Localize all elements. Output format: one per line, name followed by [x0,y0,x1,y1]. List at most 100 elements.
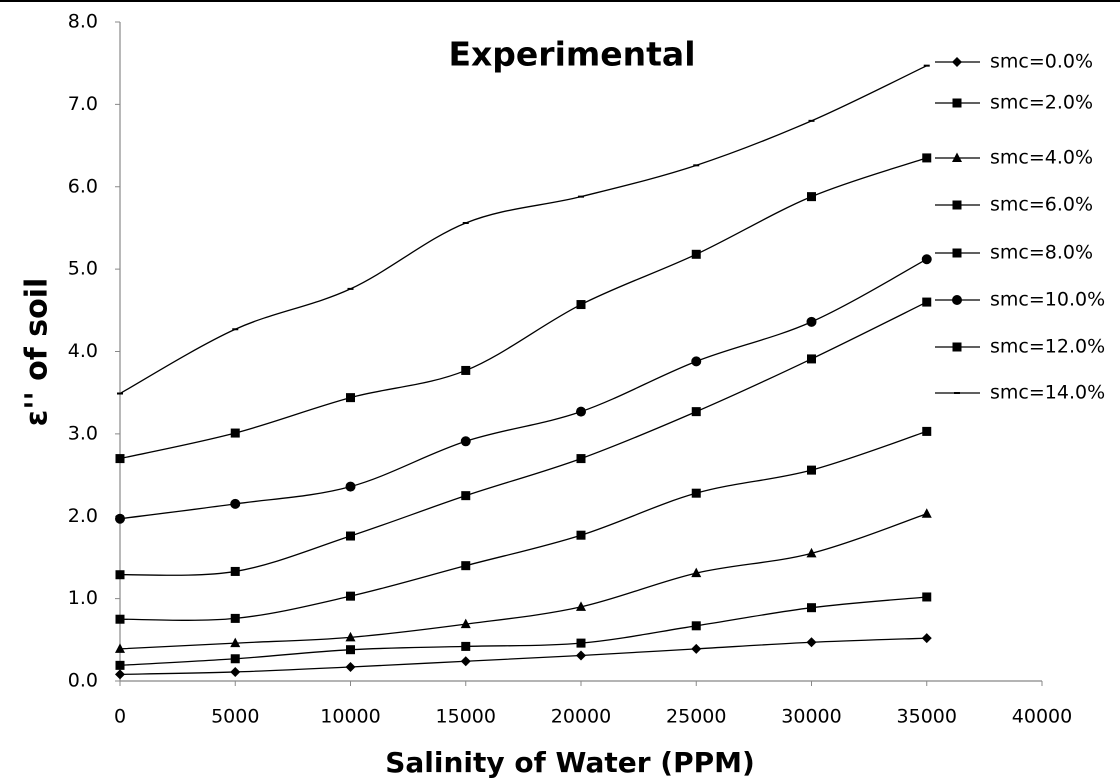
marker [921,254,932,265]
marker [115,643,125,653]
marker [461,641,471,651]
marker [230,498,241,509]
marker [460,656,471,667]
legend-label: smc=2.0% [990,92,1093,114]
legend-marker [952,342,962,352]
marker [806,547,817,558]
marker [922,297,932,307]
marker [230,654,240,664]
marker [576,406,586,417]
marker [576,650,586,661]
legend-label: smc=4.0% [990,147,1093,169]
marker [347,287,354,290]
x-tick-label: 30000 [781,706,841,728]
legend-marker [952,248,962,258]
series-line [119,430,927,621]
marker [576,300,586,310]
marker [230,613,240,623]
y-tick-label: 3.0 [68,422,98,444]
series-line [119,637,927,676]
marker [807,465,816,475]
marker [576,530,586,540]
series-line [119,513,927,650]
legend-marker [952,57,962,67]
y-tick-label: 1.0 [68,587,98,609]
marker [460,436,471,447]
marker [578,195,584,198]
y-tick-label: 8.0 [68,11,98,33]
marker [807,603,816,613]
marker [115,660,125,670]
y-tick-label: 0.0 [68,670,98,692]
x-tick-label: 0 [114,706,126,728]
legend-marker [952,152,962,162]
marker [576,454,586,464]
marker [115,669,125,680]
marker [691,643,702,654]
marker [346,393,355,403]
series-line [119,258,928,520]
marker [346,531,355,541]
marker [922,592,932,602]
legend-marker [952,200,962,210]
marker [232,328,239,331]
marker [230,637,241,648]
marker [691,249,701,259]
marker [922,426,932,436]
marker [576,638,586,648]
legend-label: smc=12.0% [990,336,1105,358]
marker [807,192,816,202]
x-tick-label: 15000 [436,706,496,728]
marker [807,354,816,364]
marker [117,392,123,395]
marker [115,614,125,624]
marker [345,661,356,672]
marker [230,566,240,576]
marker [230,666,241,677]
chart-title: Experimental [448,35,695,74]
y-tick-label: 4.0 [68,340,98,362]
marker [115,570,125,580]
marker [693,164,700,167]
y-tick-label: 2.0 [68,505,98,527]
marker [691,567,702,578]
marker [922,153,932,163]
x-tick-label: 40000 [1012,706,1072,728]
x-tick-label: 35000 [897,706,957,728]
series-line [119,65,928,395]
marker [923,64,930,67]
marker [346,591,355,601]
legend-label: smc=10.0% [990,289,1105,311]
series-line [119,157,927,460]
x-tick-label: 5000 [211,706,259,728]
y-tick-label: 5.0 [68,258,98,280]
x-tick-label: 20000 [551,706,611,728]
marker [806,637,817,648]
marker [345,481,356,492]
marker [115,513,125,524]
legend-label: smc=8.0% [990,242,1093,264]
marker [691,488,701,498]
x-tick-label: 10000 [320,706,380,728]
marker [461,491,471,501]
marker [921,633,932,644]
marker [808,119,815,122]
x-axis-label: Salinity of Water (PPM) [385,746,755,779]
legend-label: smc=14.0% [990,382,1105,404]
marker [461,365,471,375]
marker [691,356,702,367]
marker [806,316,817,327]
marker [691,621,701,631]
marker [345,631,356,642]
y-tick-label: 6.0 [68,175,98,197]
legend-marker [954,392,960,394]
marker [462,221,469,224]
marker [921,508,932,518]
series-line [119,301,928,576]
y-axis-label: ε'' of soil [20,278,55,427]
marker [115,454,125,464]
legend-marker [952,98,962,108]
marker [461,561,471,571]
marker [230,428,240,438]
series-line [119,596,927,666]
